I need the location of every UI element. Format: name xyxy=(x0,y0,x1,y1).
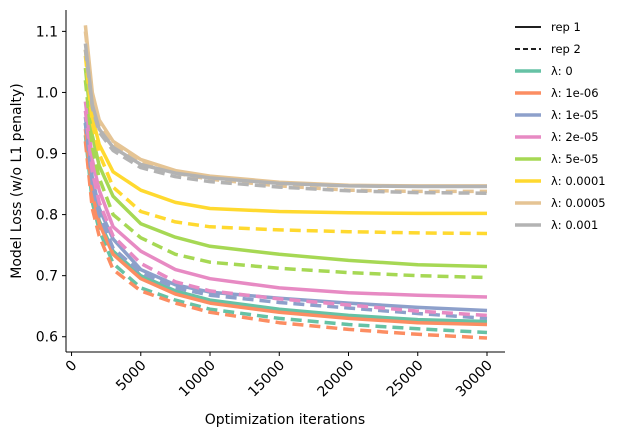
y-tick-label: 1.1 xyxy=(36,24,58,40)
series-line-rep2 xyxy=(83,55,488,236)
plot-lines xyxy=(83,25,488,340)
x-tick-label: 25000 xyxy=(384,358,427,401)
series-line-rep1 xyxy=(83,49,487,216)
legend: rep 1 rep 2 λ: 0 λ: 1e-06 λ: 1e-05 λ: 2e-05 λ:… xyxy=(515,20,606,232)
y-ticks: 0.6 0.7 0.8 0.9 1.0 1.1 xyxy=(36,24,66,346)
series-line-rep2 xyxy=(83,110,488,318)
series-line-rep1 xyxy=(83,128,488,327)
x-ticks: 0 5000 10000 15000 20000 25000 30000 xyxy=(63,352,496,400)
y-tick-label: 0.7 xyxy=(36,269,58,285)
legend-label: λ: 0.0005 xyxy=(551,196,606,210)
legend-label: λ: 1e-05 xyxy=(551,108,599,122)
y-tick-label: 0.6 xyxy=(36,330,58,346)
legend-label: λ: 0.0001 xyxy=(551,174,606,188)
x-tick-label: 20000 xyxy=(315,358,358,401)
series-line-rep2 xyxy=(83,122,488,321)
y-tick-label: 0.9 xyxy=(36,147,58,163)
legend-label: λ: 0.001 xyxy=(551,218,598,232)
x-tick-label: 0 xyxy=(63,358,81,376)
series-line-rep1 xyxy=(83,43,487,189)
series-line-rep2 xyxy=(83,80,488,280)
series-line-rep2 xyxy=(83,141,488,340)
x-tick-label: 30000 xyxy=(453,358,496,401)
y-tick-label: 1.0 xyxy=(36,85,58,101)
y-axis-label: Model Loss (w/o L1 penalty) xyxy=(9,83,25,279)
legend-label: λ: 1e-06 xyxy=(551,86,599,100)
x-tick-label: 5000 xyxy=(113,358,150,395)
y-tick-label: 0.8 xyxy=(36,208,58,224)
x-tick-label: 10000 xyxy=(176,358,219,401)
legend-label: rep 1 xyxy=(551,20,581,34)
series-line-rep1 xyxy=(83,101,488,299)
legend-label: λ: 0 xyxy=(551,64,573,78)
series-line-rep1 xyxy=(83,67,488,269)
legend-label: λ: 5e-05 xyxy=(551,152,599,166)
x-tick-label: 15000 xyxy=(245,358,288,401)
legend-label: λ: 2e-05 xyxy=(551,130,599,144)
series-line-rep1 xyxy=(83,25,487,188)
x-axis-label: Optimization iterations xyxy=(205,412,365,428)
series-line-rep2 xyxy=(83,49,488,195)
legend-label: rep 2 xyxy=(551,42,581,56)
